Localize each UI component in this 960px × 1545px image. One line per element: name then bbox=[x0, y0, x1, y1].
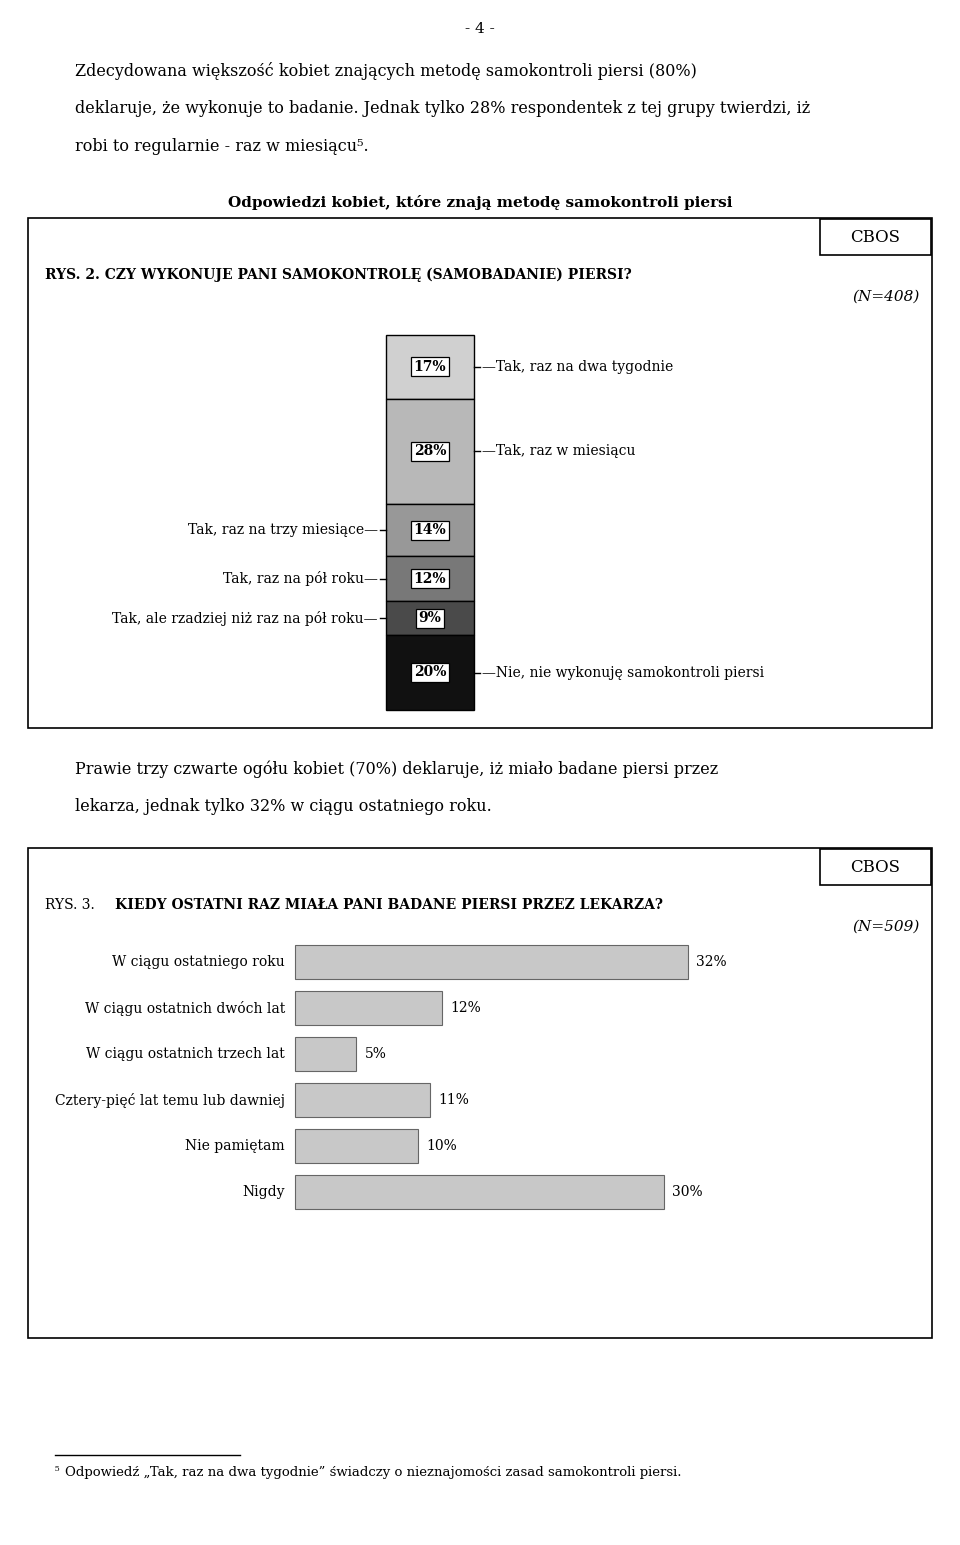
Bar bbox=[386, 635, 474, 711]
Text: robi to regularnie - raz w miesiącu⁵.: robi to regularnie - raz w miesiącu⁵. bbox=[75, 138, 369, 154]
Text: Tak, ale rzadziej niż raz na pół roku—: Tak, ale rzadziej niż raz na pół roku— bbox=[112, 610, 378, 626]
Text: - 4 -: - 4 - bbox=[466, 22, 494, 36]
Bar bbox=[386, 335, 474, 399]
Text: Odpowiedzi kobiet, które znają metodę samokontroli piersi: Odpowiedzi kobiet, które znają metodę sa… bbox=[228, 195, 732, 210]
Text: Nigdy: Nigdy bbox=[243, 1185, 285, 1199]
Bar bbox=[386, 556, 474, 601]
Bar bbox=[386, 399, 474, 504]
Text: 11%: 11% bbox=[438, 1092, 469, 1108]
Bar bbox=[820, 850, 931, 885]
Text: lekarza, jednak tylko 32% w ciągu ostatniego roku.: lekarza, jednak tylko 32% w ciągu ostatn… bbox=[75, 799, 492, 816]
Bar bbox=[295, 1037, 356, 1071]
Text: W ciągu ostatniego roku: W ciągu ostatniego roku bbox=[112, 955, 285, 969]
Text: Prawie trzy czwarte ogółu kobiet (70%) deklaruje, iż miało badane piersi przez: Prawie trzy czwarte ogółu kobiet (70%) d… bbox=[75, 760, 718, 777]
Text: 30%: 30% bbox=[672, 1185, 702, 1199]
Text: Odpowiedź „Tak, raz na dwa tygodnie” świadczy o nieznajomości zasad samokontroli: Odpowiedź „Tak, raz na dwa tygodnie” świ… bbox=[65, 1466, 682, 1479]
Text: 28%: 28% bbox=[414, 445, 446, 459]
Text: deklaruje, że wykonuje to badanie. Jednak tylko 28% respondentek z tej grupy twi: deklaruje, że wykonuje to badanie. Jedna… bbox=[75, 100, 810, 117]
Bar bbox=[386, 601, 474, 635]
Text: 14%: 14% bbox=[414, 524, 446, 538]
Text: 20%: 20% bbox=[414, 666, 446, 680]
Text: —Tak, raz w miesiącu: —Tak, raz w miesiącu bbox=[482, 445, 636, 459]
Text: Tak, raz na trzy miesiące—: Tak, raz na trzy miesiące— bbox=[188, 524, 378, 538]
Bar bbox=[295, 1129, 418, 1163]
Bar bbox=[295, 1083, 430, 1117]
Text: CBOS: CBOS bbox=[851, 229, 900, 246]
Bar bbox=[295, 946, 688, 980]
Text: 9%: 9% bbox=[419, 612, 442, 626]
Text: 10%: 10% bbox=[426, 1139, 457, 1153]
Text: W ciągu ostatnich trzech lat: W ciągu ostatnich trzech lat bbox=[86, 1048, 285, 1061]
Text: 12%: 12% bbox=[414, 572, 446, 586]
Text: Zdecydowana większość kobiet znających metodę samokontroli piersi (80%): Zdecydowana większość kobiet znających m… bbox=[75, 62, 697, 80]
Text: 12%: 12% bbox=[450, 1001, 481, 1015]
Text: KIEDY OSTATNI RAZ MIAŁA PANI BADANE PIERSI PRZEZ LEKARZA?: KIEDY OSTATNI RAZ MIAŁA PANI BADANE PIER… bbox=[115, 898, 663, 912]
Bar bbox=[28, 848, 932, 1338]
Text: Nie pamiętam: Nie pamiętam bbox=[185, 1139, 285, 1153]
Text: (N=509): (N=509) bbox=[852, 919, 920, 935]
Text: —Nie, nie wykonuję samokontroli piersi: —Nie, nie wykonuję samokontroli piersi bbox=[482, 666, 764, 680]
Text: CBOS: CBOS bbox=[851, 859, 900, 876]
Text: W ciągu ostatnich dwóch lat: W ciągu ostatnich dwóch lat bbox=[84, 1001, 285, 1015]
Text: ⁵: ⁵ bbox=[55, 1465, 60, 1479]
Text: 5%: 5% bbox=[365, 1048, 386, 1061]
Text: (N=408): (N=408) bbox=[852, 290, 920, 304]
Bar bbox=[295, 990, 443, 1024]
Text: 32%: 32% bbox=[696, 955, 727, 969]
Bar bbox=[295, 1176, 663, 1210]
Text: —Tak, raz na dwa tygodnie: —Tak, raz na dwa tygodnie bbox=[482, 360, 673, 374]
Text: Tak, raz na pół roku—: Tak, raz na pół roku— bbox=[223, 572, 378, 586]
Bar bbox=[28, 218, 932, 728]
Text: Cztery-pięć lat temu lub dawniej: Cztery-pięć lat temu lub dawniej bbox=[55, 1092, 285, 1108]
Bar bbox=[820, 219, 931, 255]
Text: 17%: 17% bbox=[414, 360, 446, 374]
Text: RYS. 2. CZY WYKONUJE PANI SAMOKONTROLĘ (SAMOBADANIE) PIERSI?: RYS. 2. CZY WYKONUJE PANI SAMOKONTROLĘ (… bbox=[45, 267, 632, 283]
Bar bbox=[386, 504, 474, 556]
Text: RYS. 3.: RYS. 3. bbox=[45, 898, 95, 912]
